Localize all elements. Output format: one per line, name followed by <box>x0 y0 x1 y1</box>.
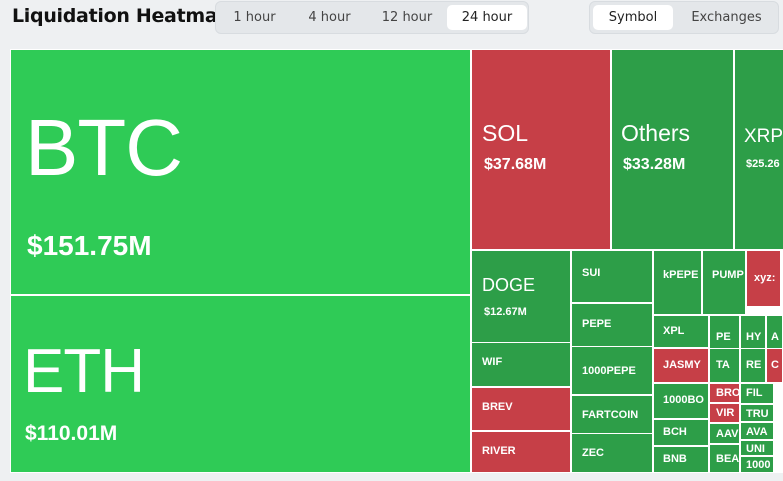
tile-1000[interactable]: 1000 <box>740 456 774 473</box>
tile-symbol: SOL <box>482 120 529 146</box>
tile-symbol: DOGE <box>482 275 536 295</box>
tab-12-hour[interactable]: 12 hour <box>381 10 433 25</box>
tile-jasmy[interactable]: JASMY <box>653 348 709 383</box>
tile-fartcoin[interactable]: FARTCOIN <box>571 395 653 435</box>
group-by-selector: Symbol Exchanges <box>589 1 779 34</box>
tile-symbol: A <box>771 331 779 343</box>
tile-symbol: kPEPE <box>663 269 699 281</box>
tile-symbol: xyz: <box>754 272 776 284</box>
tile-ta[interactable]: TA <box>709 348 740 383</box>
tile-symbol: RIVER <box>482 445 516 457</box>
tab-symbol[interactable]: Symbol <box>593 5 673 30</box>
heatmap: BTC $151.75M ETH $110.01M SOL $37.68M Others $3… <box>10 49 783 473</box>
tile-symbol: SUI <box>582 267 601 279</box>
tile-1000pepe[interactable]: 1000PEPE <box>571 346 653 395</box>
tile-bch[interactable]: BCH <box>653 419 709 446</box>
tile-value: $110.01M <box>25 422 118 445</box>
tile-fil[interactable]: FIL <box>740 383 774 404</box>
tile-river[interactable]: RIVER <box>471 431 571 473</box>
tile-symbol: TA <box>716 359 730 371</box>
tile-value: $12.67M <box>484 306 527 318</box>
tile-sol[interactable]: SOL $37.68M <box>471 49 611 250</box>
tab-4-hour[interactable]: 4 hour <box>308 10 351 25</box>
tile-symbol: FIL <box>746 387 763 399</box>
tile-bnb[interactable]: BNB <box>653 446 709 473</box>
tile-xpl[interactable]: XPL <box>653 315 709 348</box>
tile-symbol: PE <box>716 331 731 343</box>
tile-symbol: BEA <box>716 453 740 465</box>
tile-value: $37.68M <box>484 156 547 173</box>
page-title: Liquidation Heatmap <box>12 5 231 27</box>
tile-aav[interactable]: AAV <box>709 423 740 444</box>
tab-exchanges[interactable]: Exchanges <box>691 10 762 25</box>
tile-tru[interactable]: TRU <box>740 404 774 422</box>
tile-symbol: TRU <box>746 408 769 420</box>
tile-wif[interactable]: WIF <box>471 342 571 387</box>
tile-bea[interactable]: BEA <box>709 444 740 473</box>
tile-symbol: HY <box>746 331 762 343</box>
tile-symbol: UNI <box>746 443 765 455</box>
tile-symbol: BRO <box>716 387 740 399</box>
tile-value: $25.26 <box>746 158 780 170</box>
tile-symbol: WIF <box>482 356 503 368</box>
tile-re[interactable]: RE <box>740 348 766 383</box>
time-range-selector: 1 hour 4 hour 12 hour 24 hour <box>215 1 529 34</box>
tile-pump[interactable]: PUMP <box>702 250 746 315</box>
tile-xyz-[interactable]: xyz: <box>746 250 781 307</box>
tile-symbol: Others <box>621 120 691 146</box>
tile-kpepe[interactable]: kPEPE <box>653 250 702 315</box>
tile-ava[interactable]: AVA <box>740 422 774 440</box>
tile-sui[interactable]: SUI <box>571 250 653 303</box>
tile-symbol: C <box>771 359 779 371</box>
tile-symbol: XRP <box>744 126 783 147</box>
tile-symbol: XPL <box>663 325 685 337</box>
tile-symbol: ETH <box>23 337 145 406</box>
tile-others[interactable]: Others $33.28M <box>611 49 734 250</box>
tile-symbol: 1000BO <box>663 394 704 406</box>
tile-symbol: ZEC <box>582 447 604 459</box>
tile-zec[interactable]: ZEC <box>571 433 653 473</box>
tile-btc[interactable]: BTC $151.75M <box>10 49 471 295</box>
tile-uni[interactable]: UNI <box>740 440 774 456</box>
tile-symbol: FARTCOIN <box>582 409 639 421</box>
tile-symbol: BCH <box>663 426 687 438</box>
tile-vir[interactable]: VIR <box>709 403 740 423</box>
tile-symbol: AVA <box>746 426 768 438</box>
tile-symbol: VIR <box>716 407 735 419</box>
tile-1000bo[interactable]: 1000BO <box>653 383 709 419</box>
tile-symbol: 1000PEPE <box>582 365 636 377</box>
tile-symbol: BTC <box>25 103 183 192</box>
tile-eth[interactable]: ETH $110.01M <box>10 295 471 473</box>
tile-value: $151.75M <box>27 230 152 261</box>
tab-1-hour[interactable]: 1 hour <box>233 10 276 25</box>
tile-xrp[interactable]: XRP $25.26 <box>734 49 783 250</box>
tile-brev[interactable]: BREV <box>471 387 571 431</box>
tile-symbol: 1000 <box>746 459 771 471</box>
tile-symbol: AAV <box>716 428 739 440</box>
tab-24-hour[interactable]: 24 hour <box>447 5 527 30</box>
tile-bro[interactable]: BRO <box>709 383 740 403</box>
tile-value: $33.28M <box>623 156 686 173</box>
tile-c[interactable]: C <box>766 348 783 383</box>
tile-symbol: PEPE <box>582 318 612 330</box>
tile-symbol: BREV <box>482 401 513 413</box>
tile-symbol: JASMY <box>663 359 701 371</box>
tile-symbol: BNB <box>663 453 687 465</box>
tile-symbol: RE <box>746 359 762 371</box>
tile-symbol: PUMP <box>712 269 744 281</box>
